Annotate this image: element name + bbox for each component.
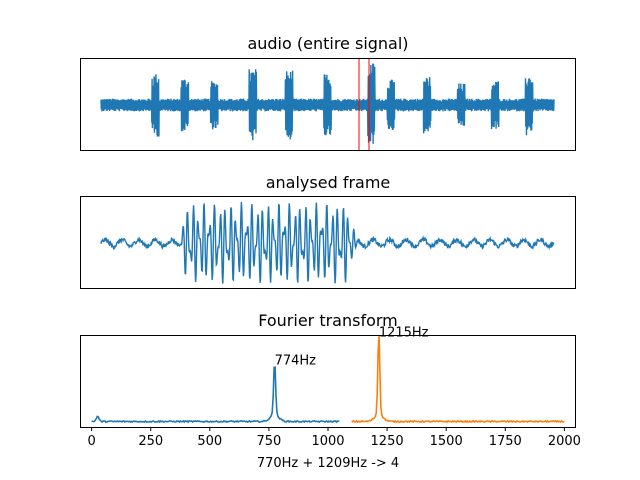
frame-plot [100, 202, 555, 284]
peak-annotation: 774Hz [275, 354, 317, 369]
x-tick-label: 750 [256, 434, 281, 449]
x-tick-label: 1750 [489, 434, 522, 449]
fourier-series-orange-line [351, 335, 565, 424]
x-tick-label: 250 [138, 434, 163, 449]
fourier-chart-title: Fourier transform [258, 311, 398, 330]
fourier-series-blue-line [91, 366, 340, 424]
fourier-axes-frame [80, 335, 576, 428]
fourier-annotations: 774Hz 1215Hz [275, 325, 429, 368]
frame-chart-title: analysed frame [266, 173, 391, 192]
x-tick-label: 0 [87, 434, 95, 449]
x-tick-label: 1500 [430, 434, 463, 449]
frame-waveform-line [100, 202, 555, 284]
peak-annotation: 1215Hz [379, 325, 429, 340]
audio-chart-title: audio (entire signal) [247, 34, 408, 53]
audio-plot [100, 59, 555, 150]
frame-axes-frame [80, 196, 576, 289]
fourier-x-axis: 0 250 500 750 1000 1250 1500 1750 2000 [87, 427, 581, 449]
x-tick-label: 500 [197, 434, 222, 449]
x-tick-label: 2000 [548, 434, 581, 449]
x-tick-label: 1250 [371, 434, 404, 449]
audio-axes-frame [80, 58, 576, 151]
fourier-x-axis-label: 770Hz + 1209Hz -> 4 [257, 456, 399, 471]
x-tick-label: 1000 [311, 434, 344, 449]
audio-waveform-line [100, 63, 555, 144]
fourier-plot [91, 335, 565, 424]
